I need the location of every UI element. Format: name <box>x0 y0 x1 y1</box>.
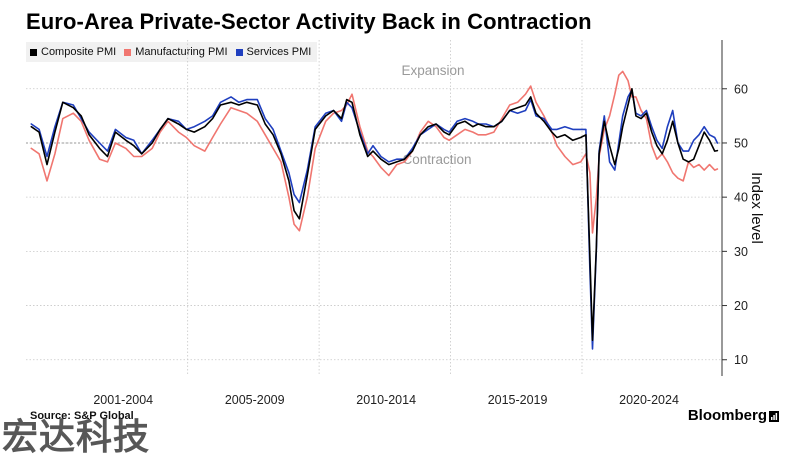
legend-item-services: Services PMI <box>235 46 312 58</box>
legend-label-manufacturing: Manufacturing PMI <box>135 46 228 58</box>
chart-title: Euro-Area Private-Sector Activity Back i… <box>26 9 592 34</box>
legend-swatch-manufacturing <box>124 48 132 56</box>
legend-swatch-services <box>235 48 243 56</box>
annotation-expansion: Expansion <box>401 63 464 78</box>
y-tick-label: 50 <box>734 136 748 150</box>
y-tick-label: 10 <box>734 353 748 367</box>
y-tick-label: 60 <box>734 82 748 96</box>
y-tick-label: 40 <box>734 191 748 205</box>
y-axis-title: Index level <box>748 172 765 244</box>
x-tick-label: 2001-2004 <box>93 393 153 407</box>
legend-label-services: Services PMI <box>246 46 312 58</box>
legend-item-composite: Composite PMI <box>30 46 116 58</box>
series-line-composite <box>30 88 719 341</box>
pmi-line-chart: 10 20 30 40 50 60 2001-2004 2005-2009 2010-2014 2… <box>26 40 765 407</box>
chart-legend: Composite PMI Manufacturing PMI Services… <box>26 42 318 62</box>
x-tick-label: 2005-2009 <box>225 393 285 407</box>
bloomberg-chart-icon <box>769 411 779 422</box>
x-tick-label: 2010-2014 <box>356 393 416 407</box>
x-tick-label: 2015-2019 <box>488 393 548 407</box>
legend-item-manufacturing: Manufacturing PMI <box>124 46 228 58</box>
y-tick-label: 20 <box>734 299 748 313</box>
annotation-contraction: Contraction <box>402 152 471 167</box>
x-tick-label: 2020-2024 <box>619 393 679 407</box>
y-tick-label: 30 <box>734 245 748 259</box>
legend-swatch-composite <box>30 48 37 56</box>
legend-label-composite: Composite PMI <box>41 46 117 58</box>
source-note: Source: S&P Global <box>30 410 134 422</box>
series-line-services <box>30 89 719 350</box>
bloomberg-logo: Bloomberg <box>687 407 767 424</box>
